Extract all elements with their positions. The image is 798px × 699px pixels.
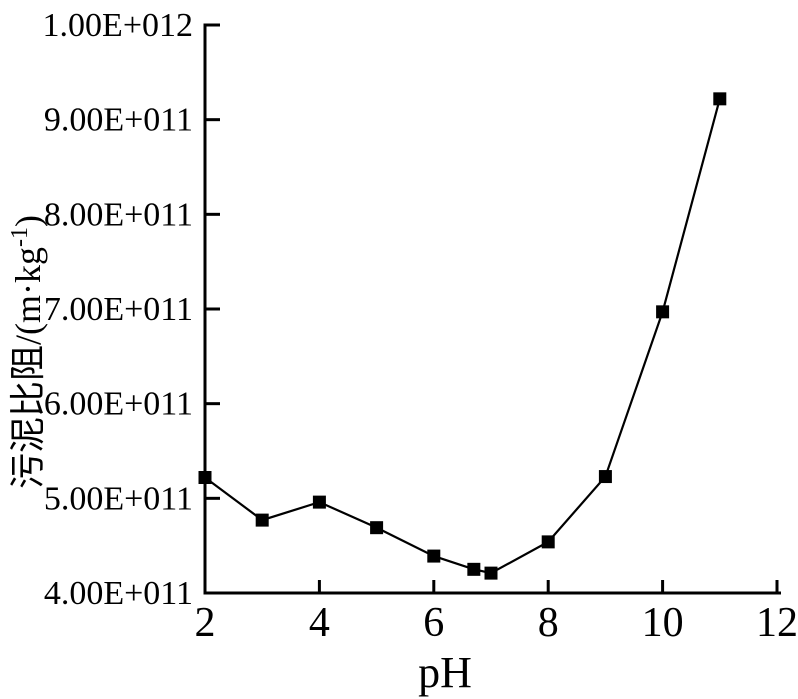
data-line [204, 98, 721, 575]
data-point-marker [255, 513, 269, 527]
x-tick-label: 10 [642, 600, 684, 646]
x-tick-label: 4 [309, 600, 330, 646]
y-tick-label: 7.00E+011 [44, 291, 193, 328]
data-point-marker [467, 562, 481, 576]
data-point-marker [713, 92, 727, 106]
data-point-marker [541, 535, 555, 549]
x-tick-label: 8 [538, 600, 559, 646]
x-tick-label: 2 [195, 600, 216, 646]
x-tick-label: 6 [423, 600, 444, 646]
data-point-marker [484, 566, 498, 580]
data-point-marker [312, 495, 326, 509]
y-tick-label: 8.00E+011 [44, 196, 193, 233]
data-point-marker [598, 470, 612, 484]
y-tick-label: 1.00E+012 [43, 7, 193, 44]
data-point-marker [656, 305, 670, 319]
x-tick-label: 12 [756, 600, 798, 646]
x-axis-title: pH [418, 648, 472, 697]
data-point-marker [198, 471, 212, 485]
y-axis-title: 污泥比阻/(m·kg-1) [7, 215, 48, 489]
y-tick-label: 6.00E+011 [44, 386, 193, 423]
y-tick-label: 4.00E+011 [44, 575, 193, 612]
y-tick-label: 9.00E+011 [44, 102, 193, 139]
y-tick-label: 5.00E+011 [44, 480, 193, 517]
data-point-marker [370, 521, 384, 535]
data-point-marker [427, 549, 441, 563]
